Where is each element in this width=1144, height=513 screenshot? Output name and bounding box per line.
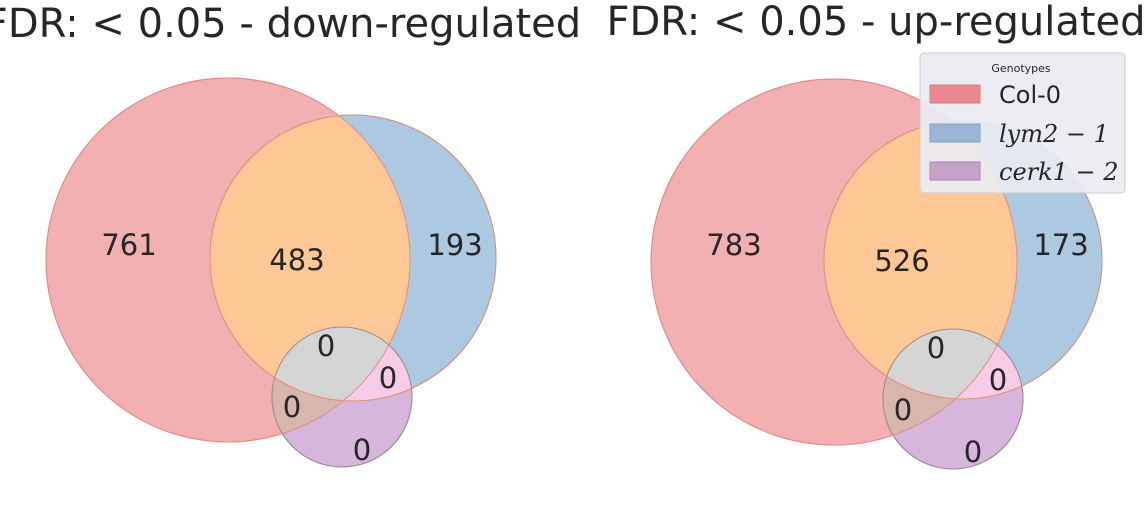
lym2-outline — [209, 114, 497, 402]
diagram-title-up: FDR: < 0.05 - up-regulated — [606, 0, 1144, 45]
legend-title: Genotypes — [991, 62, 1051, 75]
overlap-col0-lym2 — [824, 121, 1017, 399]
count-col0-only: 761 — [101, 228, 156, 262]
cerk1-outline — [882, 328, 1024, 470]
legend-label-col0: Col-0 — [999, 81, 1061, 109]
legend-swatch-col0 — [929, 84, 981, 104]
col0-outline — [45, 77, 411, 443]
venn-diagram-down: FDR: < 0.05 - down-regulated 761 483 193… — [0, 1, 581, 468]
col0-outline — [650, 78, 1018, 446]
cerk1-outline — [271, 326, 413, 468]
legend-label-lym2: lym2 − 1 — [999, 120, 1109, 148]
diagram-title-down: FDR: < 0.05 - down-regulated — [0, 1, 581, 47]
legend: Genotypes Col-0 lym2 − 1 cerk1 − 2 — [919, 52, 1126, 194]
overlap-col0-lym2 — [210, 115, 410, 401]
count-col0-cerk1: 0 — [283, 390, 301, 424]
count-col0-lym2: 483 — [269, 243, 324, 277]
legend-swatch-lym2 — [929, 123, 981, 143]
count-lym2-cerk1: 0 — [379, 361, 397, 395]
count-lym2-cerk1: 0 — [989, 363, 1007, 397]
count-col0-lym2: 526 — [874, 244, 929, 278]
count-cerk1-only: 0 — [353, 433, 371, 467]
count-col0-only: 783 — [706, 228, 761, 262]
count-cerk1-only: 0 — [964, 435, 982, 469]
count-lym2-only: 193 — [427, 228, 482, 262]
count-col0-lym2-cerk1: 0 — [317, 329, 335, 363]
legend-label-cerk1: cerk1 − 2 — [999, 158, 1119, 186]
count-lym2-only: 173 — [1033, 228, 1088, 262]
count-col0-lym2-cerk1: 0 — [927, 331, 945, 365]
overlap-all — [272, 327, 410, 401]
count-col0-cerk1: 0 — [894, 393, 912, 427]
legend-swatch-cerk1 — [929, 161, 981, 181]
